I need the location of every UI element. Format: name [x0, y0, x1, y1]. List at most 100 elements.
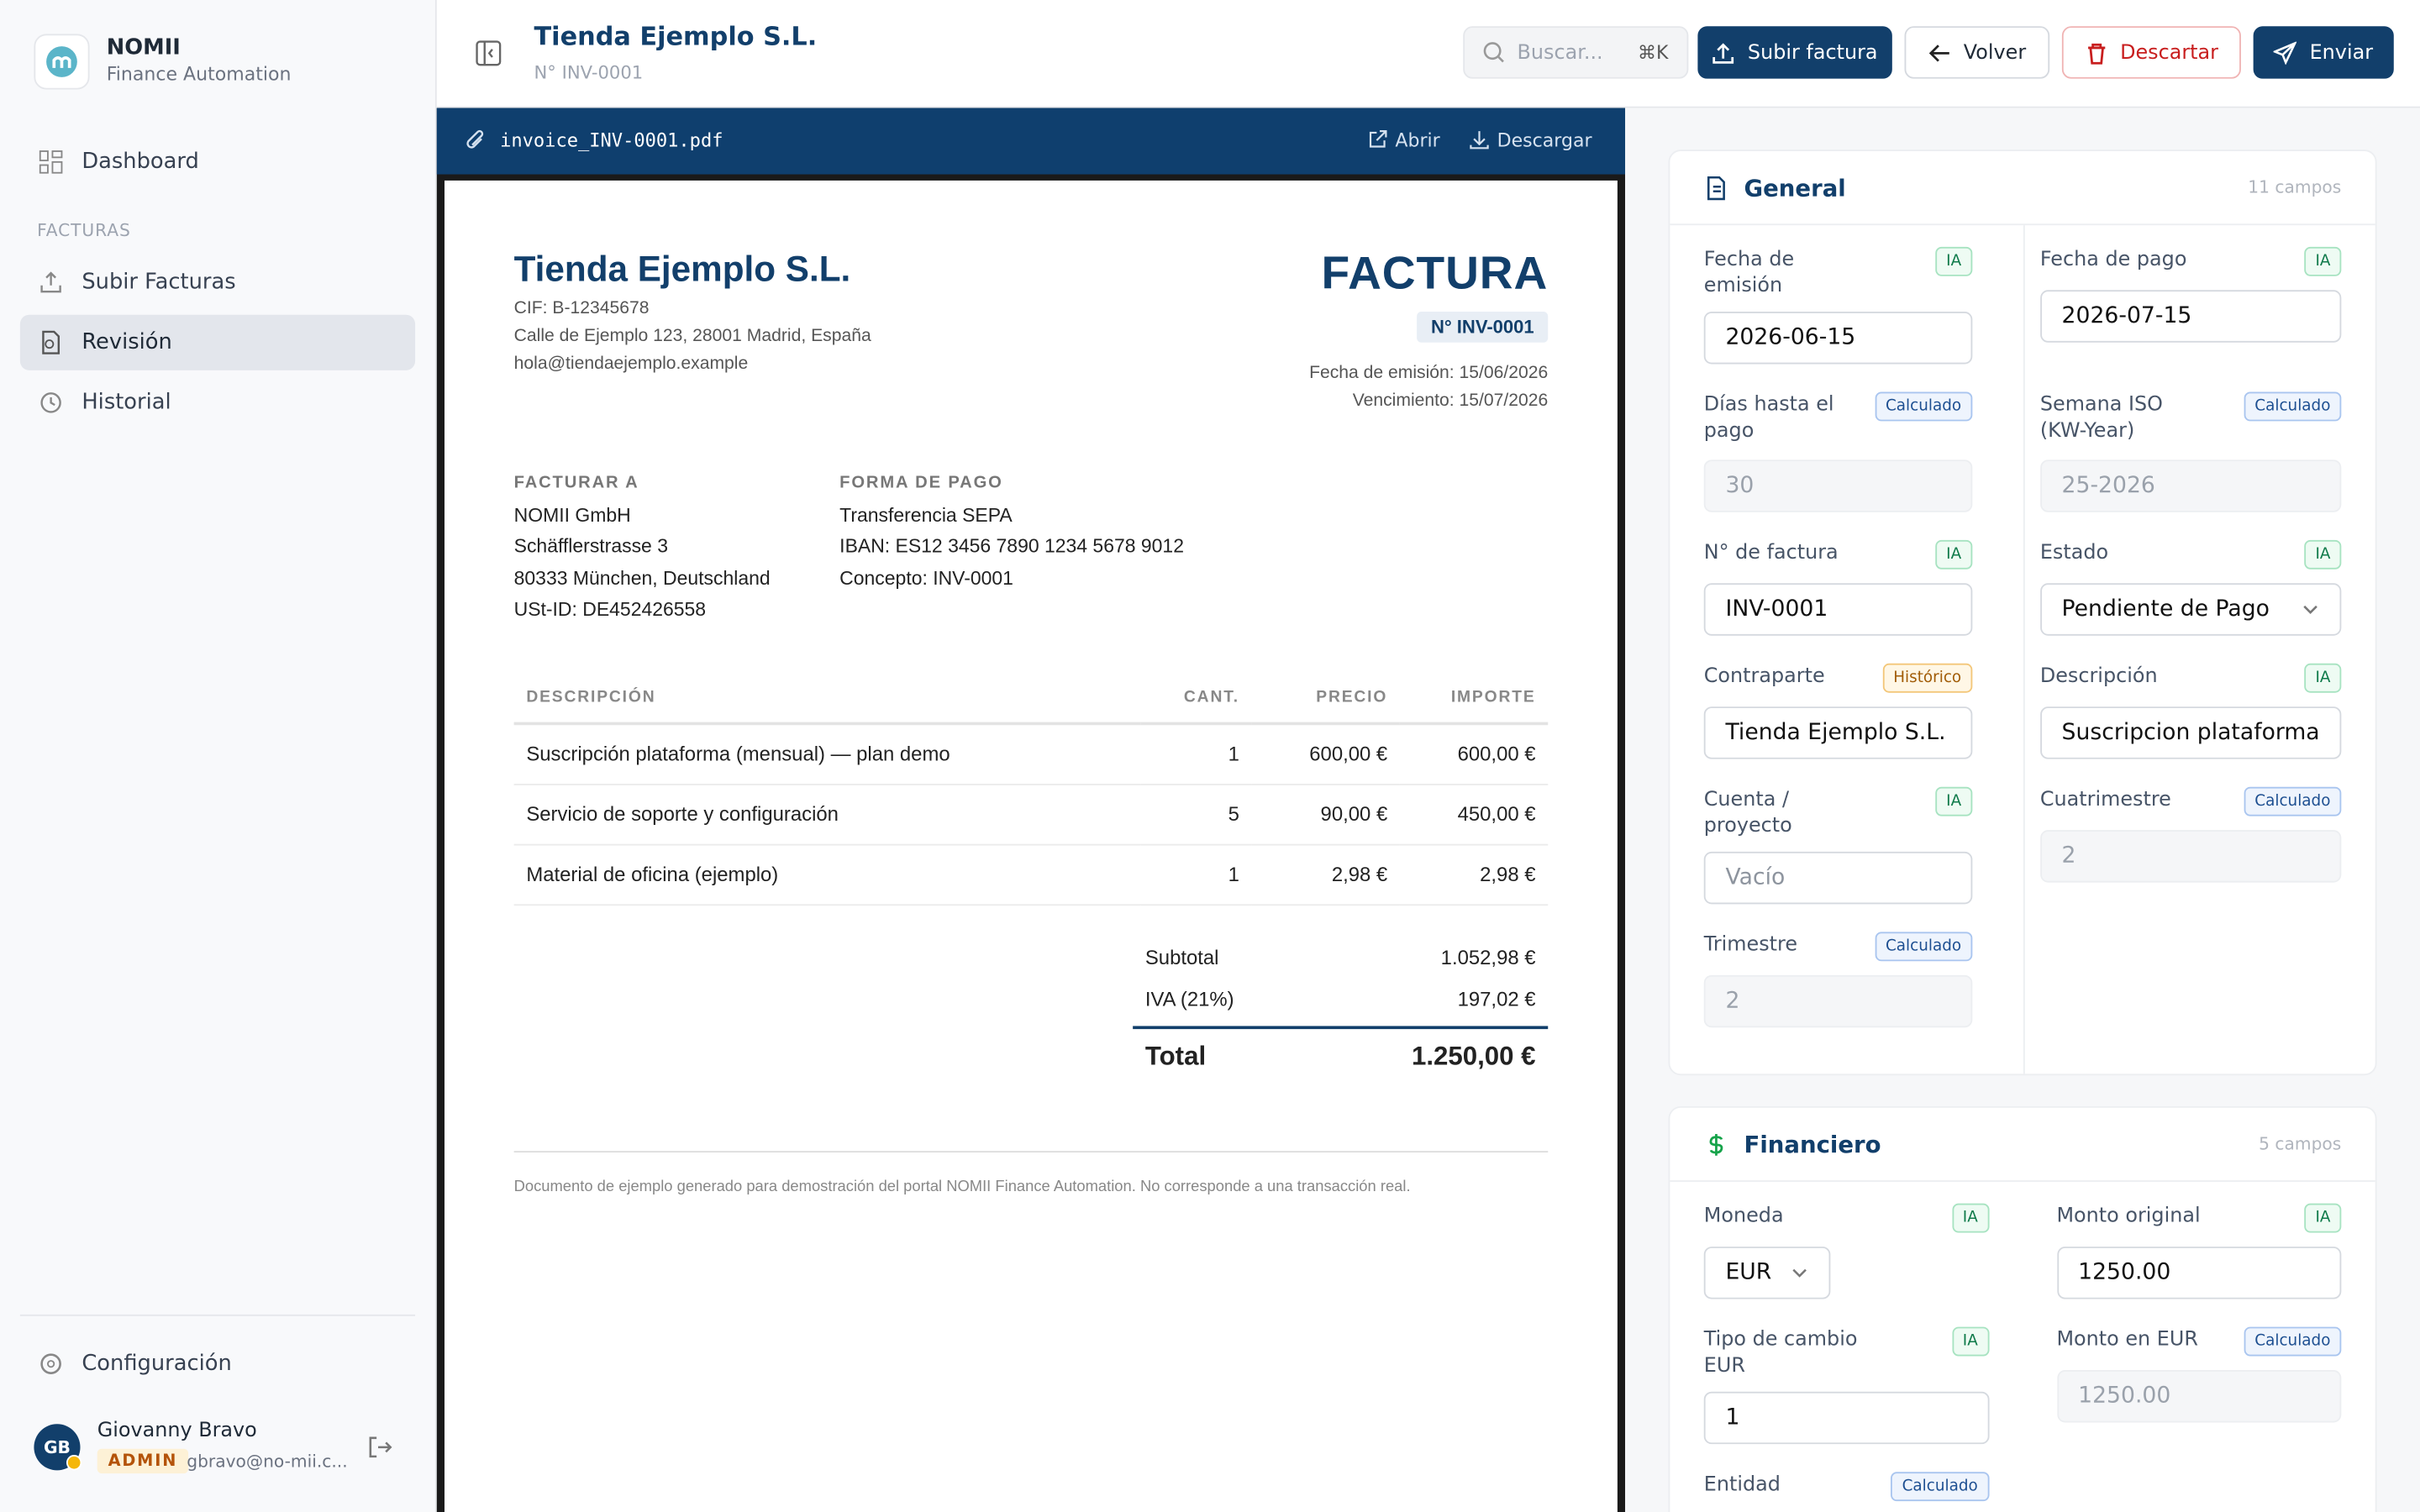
- cell: Material de oficina (ejemplo): [526, 862, 779, 886]
- link-label: Descargar: [1497, 129, 1592, 152]
- field-label: Semana ISO (KW-Year): [2039, 393, 2163, 444]
- open-link[interactable]: Abrir: [1367, 129, 1440, 152]
- select[interactable]: Pendiente de Pago: [2039, 583, 2342, 636]
- field: Moneda IA EUR: [1703, 1203, 1989, 1299]
- field: Fecha de pago IA 2026-07-15: [2039, 246, 2342, 365]
- field-badge: IA: [2304, 539, 2342, 570]
- back-button[interactable]: Volver: [1904, 26, 2050, 79]
- input-value: Vacío: [1725, 865, 1786, 890]
- field-label: Contraparte: [1703, 664, 1825, 689]
- nav-item[interactable]: Revisión: [19, 314, 416, 370]
- field: Monto original IA 1250.00: [2056, 1203, 2342, 1299]
- bill-line: 80333 München, Deutschland: [513, 567, 771, 589]
- input-value: 1250.00: [2078, 1383, 2171, 1409]
- select[interactable]: EUR: [1703, 1247, 1831, 1299]
- header: Tienda Ejemplo S.L. N° INV-0001 Buscar..…: [436, 0, 2420, 108]
- nav-item[interactable]: Dashboard: [20, 134, 415, 190]
- user-name: Giovanny Bravo: [97, 1419, 257, 1443]
- nav-item[interactable]: Historial: [20, 375, 415, 430]
- discard-button[interactable]: Descartar: [2061, 26, 2241, 79]
- cif: CIF: B-12345678: [513, 299, 650, 318]
- field-grid: Moneda IA EUR Monto original IA 1250.00 Tipo d…: [1670, 1182, 2375, 1512]
- file-name: invoice_INV-0001.pdf: [500, 129, 723, 152]
- text-input[interactable]: INV-0001: [1703, 583, 1973, 636]
- page-subtitle: N° INV-0001: [534, 61, 644, 84]
- text-input[interactable]: Tienda Ejemplo S.L.: [1703, 706, 1973, 759]
- column-header: DESCRIPCIÓN: [526, 687, 656, 706]
- field-badge: Calculado: [2244, 786, 2342, 816]
- field-label: Días hasta el pago: [1703, 393, 1834, 444]
- field-count: 11 campos: [2248, 177, 2342, 198]
- column-header: CANT.: [1183, 687, 1239, 706]
- field: Tipo de cambio EUR IA 1: [1703, 1326, 1989, 1445]
- nav-item[interactable]: Configuración: [20, 1336, 415, 1392]
- company-info: CIF: B-12345678 Calle de Ejemplo 123, 280…: [514, 295, 871, 378]
- tagline: Finance Automation: [106, 63, 292, 86]
- field-badge: IA: [1935, 539, 1973, 570]
- items-table: DESCRIPCIÓN CANT. PRECIO IMPORTE Suscripción…: [513, 671, 1549, 905]
- fields-panel: General 11 campos Fecha de emisión IA 2026-0…: [1625, 108, 2420, 1512]
- link-label: Abrir: [1395, 129, 1440, 152]
- field-label-row: Monto en EUR Calculado: [2056, 1326, 2342, 1358]
- field-label-row: Trimestre Calculado: [1703, 932, 1973, 963]
- cell: 1: [1228, 742, 1239, 766]
- text-input[interactable]: 1: [1703, 1391, 1989, 1445]
- field-badge: Calculado: [2244, 1326, 2342, 1357]
- field: N° de factura IA INV-0001: [1703, 539, 1973, 636]
- field-badge: IA: [1935, 786, 1973, 816]
- field-label: Cuenta / proyecto: [1703, 788, 1792, 838]
- input-value: Tienda Ejemplo S.L.: [1725, 720, 1946, 746]
- search[interactable]: Buscar... ⌘K: [1463, 26, 1689, 79]
- send-button[interactable]: Enviar: [2253, 26, 2394, 79]
- field-label: Monto original: [2056, 1205, 2201, 1229]
- input-value: 1250.00: [2078, 1260, 2171, 1286]
- cell: Suscripción plataforma (mensual) — plan …: [526, 742, 950, 766]
- total-value: 197,02 €: [1457, 987, 1536, 1011]
- section-header: Financiero 5 campos: [1670, 1108, 2375, 1182]
- logout-icon[interactable]: [367, 1435, 392, 1459]
- total-value: 1.250,00 €: [1411, 1041, 1536, 1071]
- column-header: PRECIO: [1316, 687, 1388, 706]
- field-label: Fecha de emisión: [1703, 248, 1795, 298]
- text-input[interactable]: Vacío: [1703, 851, 1973, 905]
- text-input[interactable]: 1250.00: [2056, 1247, 2342, 1299]
- chevron: [1792, 1268, 1807, 1278]
- section-card: General 11 campos Fecha de emisión IA 2026-0…: [1668, 150, 2377, 1076]
- total-label: Total: [1144, 1041, 1207, 1071]
- text-input[interactable]: Suscripcion plataforma: [2039, 706, 2342, 759]
- collapse-icon[interactable]: [476, 40, 502, 66]
- nav-label: Configuración: [82, 1351, 232, 1377]
- field: Cuatrimestre Calculado 2: [2039, 786, 2342, 905]
- grand-total: Total 1.250,00 €: [1133, 1026, 1549, 1084]
- field: Semana ISO (KW-Year) Calculado 25-2026: [2039, 391, 2342, 512]
- input-value: EUR: [1725, 1260, 1772, 1286]
- field: Cuenta / proyecto IA Vacío: [1703, 786, 1973, 905]
- field-label-row: Monto original IA: [2056, 1203, 2342, 1235]
- nav-label: Subir Facturas: [82, 270, 236, 295]
- field-label-row: Estado IA: [2040, 539, 2342, 571]
- field-label: Tipo de cambio EUR: [1703, 1328, 1858, 1378]
- field: Entidad Calculado: [1704, 1472, 1989, 1512]
- text-input[interactable]: 2026-06-15: [1703, 312, 1973, 365]
- nav-item[interactable]: Subir Facturas: [20, 255, 415, 310]
- nav-label: Revisión: [82, 330, 172, 355]
- field: Contraparte Histórico Tienda Ejemplo S.L.: [1703, 663, 1973, 759]
- cell: 2,98 €: [1331, 862, 1388, 886]
- readonly-input: 30: [1703, 459, 1973, 512]
- button-label: Volver: [1963, 40, 2027, 65]
- total-row: Subtotal 1.052,98 €: [1133, 937, 1548, 979]
- field-badge: Histórico: [1882, 663, 1973, 693]
- button-label: Enviar: [2309, 40, 2374, 65]
- total-row: IVA (21%) 197,02 €: [1133, 978, 1548, 1020]
- field-label: Entidad: [1703, 1473, 1781, 1497]
- nav-label: Historial: [82, 390, 171, 416]
- field-badge: IA: [1951, 1203, 1989, 1233]
- text-input[interactable]: 2026-07-15: [2039, 290, 2342, 343]
- upload-button[interactable]: Subir factura: [1697, 26, 1892, 79]
- download-link[interactable]: Descargar: [1470, 129, 1592, 151]
- pay-line: Transferencia SEPA: [839, 504, 1013, 527]
- field-badge: IA: [2304, 246, 2342, 276]
- field-label-row: Entidad Calculado: [1704, 1472, 1989, 1503]
- field-label: Trimestre: [1703, 933, 1798, 957]
- field-label-row: Descripción IA: [2040, 663, 2342, 695]
